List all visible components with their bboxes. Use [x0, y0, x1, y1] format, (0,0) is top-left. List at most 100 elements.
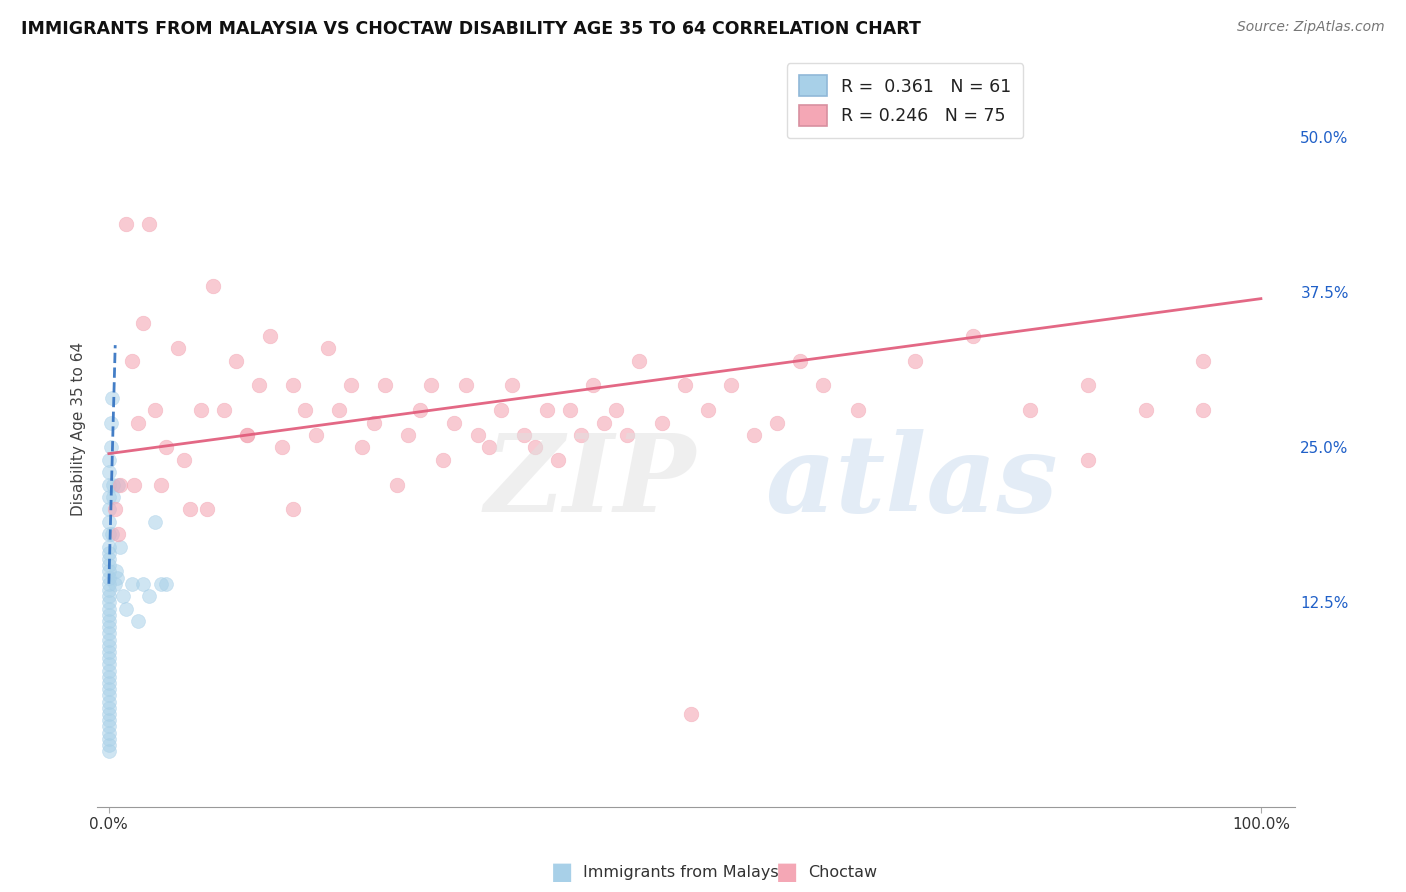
Text: Immigrants from Malaysia: Immigrants from Malaysia — [583, 865, 793, 880]
Point — [97, 601, 120, 615]
Point — [97, 552, 120, 566]
Point — [225, 353, 247, 368]
Point — [110, 477, 132, 491]
Point — [789, 353, 811, 368]
Point — [97, 595, 120, 609]
Text: ■: ■ — [551, 861, 574, 884]
Point — [547, 453, 569, 467]
Point — [97, 731, 120, 746]
Point — [97, 565, 120, 579]
Point — [97, 571, 120, 585]
Point — [270, 441, 292, 455]
Point — [97, 502, 120, 516]
Point — [97, 713, 120, 727]
Point — [105, 571, 128, 585]
Point — [127, 416, 149, 430]
Point — [104, 565, 127, 579]
Point — [489, 403, 512, 417]
Point — [558, 403, 581, 417]
Point — [101, 527, 124, 541]
Point — [443, 416, 465, 430]
Point — [1135, 403, 1157, 417]
Point — [420, 378, 443, 392]
Point — [97, 682, 120, 697]
Point — [236, 428, 259, 442]
Point — [103, 490, 125, 504]
Point — [155, 441, 177, 455]
Point — [283, 502, 305, 516]
Point — [97, 527, 120, 541]
Point — [283, 378, 305, 392]
Point — [97, 670, 120, 684]
Point — [167, 341, 190, 355]
Point — [305, 428, 328, 442]
Point — [97, 620, 120, 634]
Point — [536, 403, 558, 417]
Point — [97, 700, 120, 714]
Point — [811, 378, 834, 392]
Point — [97, 689, 120, 703]
Point — [97, 639, 120, 653]
Point — [97, 651, 120, 665]
Point — [97, 558, 120, 573]
Point — [627, 353, 650, 368]
Point — [97, 676, 120, 690]
Point — [138, 217, 160, 231]
Point — [697, 403, 720, 417]
Point — [97, 657, 120, 672]
Text: Source: ZipAtlas.com: Source: ZipAtlas.com — [1237, 20, 1385, 34]
Point — [478, 441, 501, 455]
Point — [454, 378, 477, 392]
Point — [1192, 403, 1215, 417]
Point — [97, 477, 120, 491]
Point — [766, 416, 789, 430]
Point — [396, 428, 419, 442]
Point — [111, 589, 134, 603]
Y-axis label: Disability Age 35 to 64: Disability Age 35 to 64 — [72, 342, 86, 516]
Point — [97, 576, 120, 591]
Point — [104, 502, 127, 516]
Point — [593, 416, 616, 430]
Text: ZIP: ZIP — [485, 429, 696, 535]
Point — [132, 317, 155, 331]
Point — [115, 217, 138, 231]
Point — [1019, 403, 1042, 417]
Point — [155, 576, 177, 591]
Point — [673, 378, 696, 392]
Point — [107, 527, 129, 541]
Point — [1077, 378, 1099, 392]
Point — [97, 515, 120, 529]
Point — [259, 329, 281, 343]
Point — [122, 477, 145, 491]
Point — [582, 378, 605, 392]
Point — [1192, 353, 1215, 368]
Point — [143, 403, 166, 417]
Point — [97, 664, 120, 678]
Point — [97, 626, 120, 640]
Point — [100, 416, 122, 430]
Point — [110, 540, 132, 554]
Point — [104, 576, 127, 591]
Point — [97, 632, 120, 647]
Point — [173, 453, 195, 467]
Point — [97, 695, 120, 709]
Point — [409, 403, 432, 417]
Point — [328, 403, 350, 417]
Point — [138, 589, 160, 603]
Point — [352, 441, 374, 455]
Point — [97, 546, 120, 560]
Point — [316, 341, 339, 355]
Point — [97, 614, 120, 628]
Text: Choctaw: Choctaw — [808, 865, 877, 880]
Text: ■: ■ — [776, 861, 799, 884]
Point — [121, 353, 143, 368]
Point — [97, 744, 120, 758]
Point — [201, 279, 224, 293]
Point — [97, 582, 120, 597]
Point — [247, 378, 270, 392]
Point — [679, 706, 702, 721]
Point — [97, 453, 120, 467]
Point — [363, 416, 385, 430]
Point — [127, 614, 149, 628]
Point — [97, 706, 120, 721]
